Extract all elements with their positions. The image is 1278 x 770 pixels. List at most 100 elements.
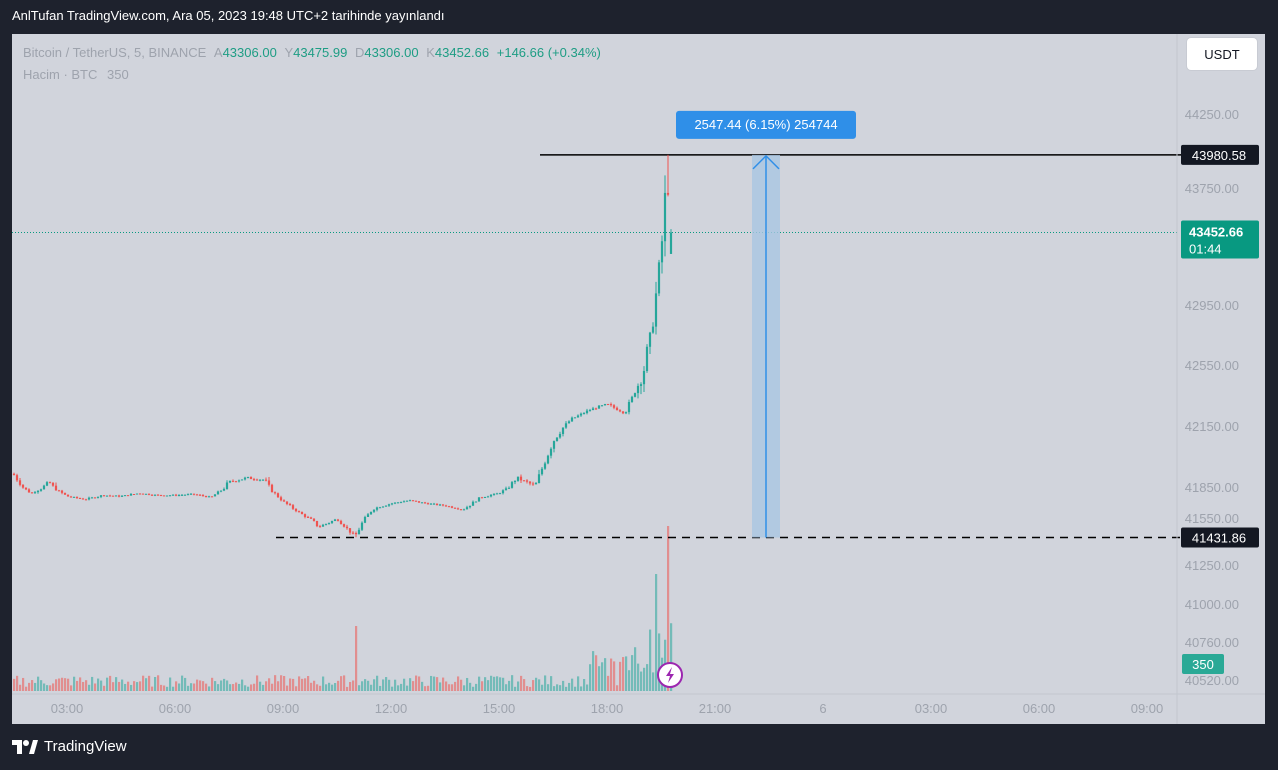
volume-bar	[499, 677, 502, 691]
tradingview-logo-icon	[12, 739, 38, 754]
volume-bar	[583, 678, 586, 691]
candle-body	[225, 482, 229, 489]
volume-bar	[490, 675, 493, 691]
volume-bar	[502, 677, 505, 691]
volume-bar	[166, 686, 169, 691]
volume-bar	[178, 683, 181, 691]
candlestick-chart[interactable]: 44250.00 43750.00 42950.00 42550.00 42150.00…	[12, 34, 1265, 724]
volume-value: 350	[107, 67, 129, 82]
symbol-label[interactable]: Bitcoin / TetherUS, 5, BINANCE	[23, 45, 207, 60]
time-axis-label: 03:00	[51, 701, 84, 716]
candle-body	[243, 477, 247, 480]
change-value: +146.66 (+0.34%)	[496, 45, 601, 60]
volume-bar	[238, 683, 241, 691]
candle-body	[21, 484, 25, 488]
candle-body	[99, 495, 103, 497]
volume-bar	[379, 685, 382, 691]
time-axis-label: 09:00	[267, 701, 300, 716]
candle-body	[276, 493, 280, 498]
volume-bar	[436, 677, 439, 691]
volume-bar	[376, 675, 379, 691]
volume-bar	[286, 685, 289, 691]
candle-body	[576, 415, 580, 418]
candle-body	[204, 496, 208, 498]
price-axis-label: 43750.00	[1185, 181, 1239, 196]
candle-body	[450, 506, 454, 508]
support-price-label: 41431.86	[1192, 531, 1246, 546]
volume-bar	[211, 677, 214, 691]
candle-body	[396, 502, 400, 504]
volume-bar	[409, 678, 412, 691]
candle-body	[495, 493, 499, 495]
volume-bar	[25, 686, 28, 691]
candle-body	[534, 483, 538, 485]
volume-bar	[478, 676, 481, 691]
candle-body	[663, 192, 667, 242]
candle-body	[144, 493, 148, 495]
candle-body	[543, 463, 547, 469]
volume-bar	[244, 685, 247, 691]
volume-bar	[367, 680, 370, 691]
candle-body	[477, 497, 481, 502]
volume-bar	[652, 672, 655, 691]
candle-body	[627, 402, 631, 413]
candle-body	[159, 494, 163, 496]
candle-body	[462, 509, 466, 511]
volume-bar	[649, 629, 652, 691]
volume-bar	[85, 680, 88, 691]
candle-body	[582, 413, 586, 415]
volume-bar	[604, 658, 607, 691]
volume-bar	[22, 677, 25, 691]
currency-button[interactable]: USDT	[1187, 38, 1257, 70]
volume-bar	[538, 679, 541, 691]
candle-body	[381, 506, 385, 508]
volume-bar	[349, 681, 352, 691]
candle-body	[420, 502, 424, 504]
candle-body	[375, 507, 379, 510]
volume-bar	[163, 685, 166, 691]
volume-bar	[109, 675, 112, 691]
candle-body	[105, 495, 109, 497]
candle-body	[459, 509, 463, 511]
volume-bar	[106, 677, 109, 691]
candle-body	[633, 393, 637, 397]
candle-timer-label: 01:44	[1189, 241, 1222, 256]
candle-body	[366, 514, 370, 517]
time-axis-label: 18:00	[591, 701, 624, 716]
candle-body	[54, 485, 58, 491]
tradingview-logo[interactable]: TradingView	[12, 738, 127, 755]
candle-body	[264, 479, 268, 481]
candle-body	[378, 507, 382, 509]
volume-bar	[406, 685, 409, 691]
volume-bar	[46, 685, 49, 691]
volume-bar	[253, 683, 256, 691]
volume-bar	[361, 681, 364, 691]
candle-body	[63, 492, 67, 495]
volume-label[interactable]: Hacim · BTC	[23, 67, 98, 82]
candle-body	[579, 413, 583, 416]
candle-body	[72, 496, 76, 498]
candle-body	[504, 488, 508, 491]
chart-pane[interactable]: 44250.00 43750.00 42950.00 42550.00 42150.00…	[12, 34, 1265, 724]
candle-body	[312, 518, 316, 521]
volume-bar	[655, 574, 658, 691]
candle-body	[360, 522, 364, 530]
volume-bar	[622, 657, 625, 691]
volume-bar	[208, 686, 211, 691]
candle-body	[555, 437, 559, 442]
volume-bar	[340, 676, 343, 691]
volume-bar	[517, 681, 520, 691]
volume-bar	[613, 661, 616, 691]
candle-body	[525, 480, 529, 482]
volume-bar	[364, 679, 367, 691]
volume-bar	[172, 686, 175, 691]
candle-body	[210, 496, 214, 498]
candle-body	[42, 485, 46, 490]
volume-bar	[322, 676, 325, 691]
candle-body	[660, 241, 664, 263]
volume-bar	[616, 685, 619, 691]
volume-bar	[454, 681, 457, 691]
volume-bar	[529, 686, 532, 691]
candle-body	[624, 412, 628, 414]
candle-body	[564, 423, 568, 428]
